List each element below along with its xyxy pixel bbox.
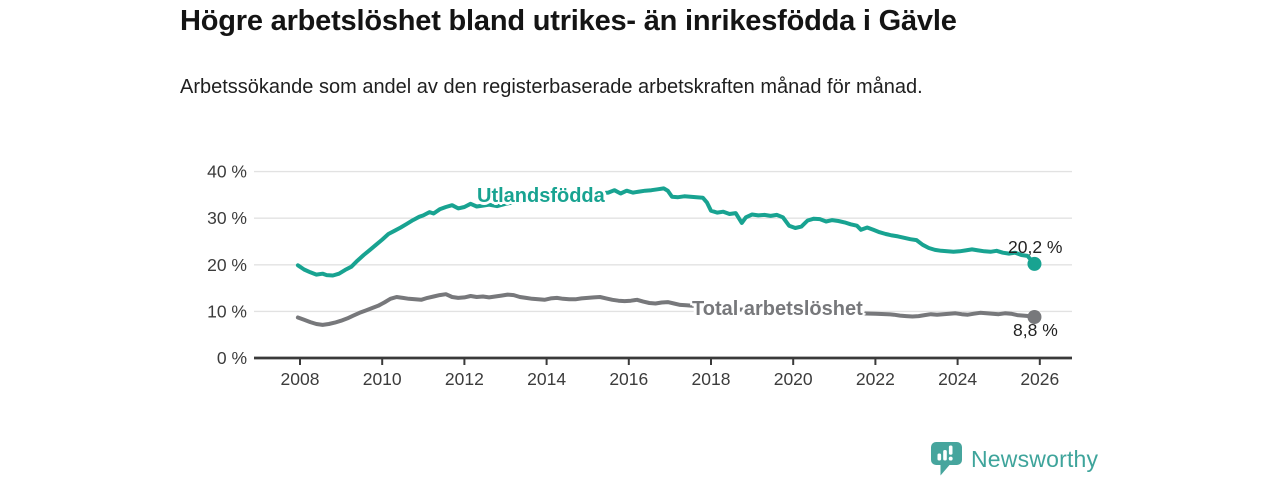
y-tick-label-20: 20 % — [207, 255, 247, 275]
y-tick-label-30: 30 % — [207, 208, 247, 228]
x-tick-label-2018: 2018 — [692, 369, 731, 389]
y-tick-label-10: 10 % — [207, 301, 247, 321]
x-tick-label-2020: 2020 — [774, 369, 813, 389]
series-line-1 — [295, 292, 1037, 327]
y-tick-label-0: 0 % — [217, 348, 247, 368]
series-label-total-arbetsloshet: Total arbetslöshet — [692, 298, 863, 320]
newsworthy-logo[interactable]: Newsworthy — [931, 442, 1098, 476]
series-label-utlandsfodda: Utlandsfödda — [477, 185, 605, 207]
x-tick-label-2008: 2008 — [281, 369, 320, 389]
x-tick-label-2010: 2010 — [363, 369, 402, 389]
end-value-total-arbetsloshet: 8,8 % — [1013, 320, 1058, 340]
x-tick-label-2022: 2022 — [856, 369, 895, 389]
y-tick-label-40: 40 % — [207, 162, 247, 182]
x-tick-label-2014: 2014 — [527, 369, 566, 389]
chart-subtitle: Arbetssökande som andel av den registerb… — [180, 76, 923, 98]
end-value-utlandsfodda: 20,2 % — [1008, 237, 1063, 257]
x-tick-label-2024: 2024 — [938, 369, 977, 389]
series-end-dot-1 — [1027, 309, 1042, 324]
series-end-dot-0 — [1027, 256, 1042, 271]
series-line-0 — [295, 186, 1037, 278]
newsworthy-logo-icon — [931, 442, 962, 476]
x-tick-label-2026: 2026 — [1020, 369, 1059, 389]
x-tick-label-2012: 2012 — [445, 369, 484, 389]
chart-title: Högre arbetslöshet bland utrikes- än inr… — [180, 5, 957, 37]
x-tick-label-2016: 2016 — [609, 369, 648, 389]
newsworthy-logo-text: Newsworthy — [971, 445, 1099, 472]
